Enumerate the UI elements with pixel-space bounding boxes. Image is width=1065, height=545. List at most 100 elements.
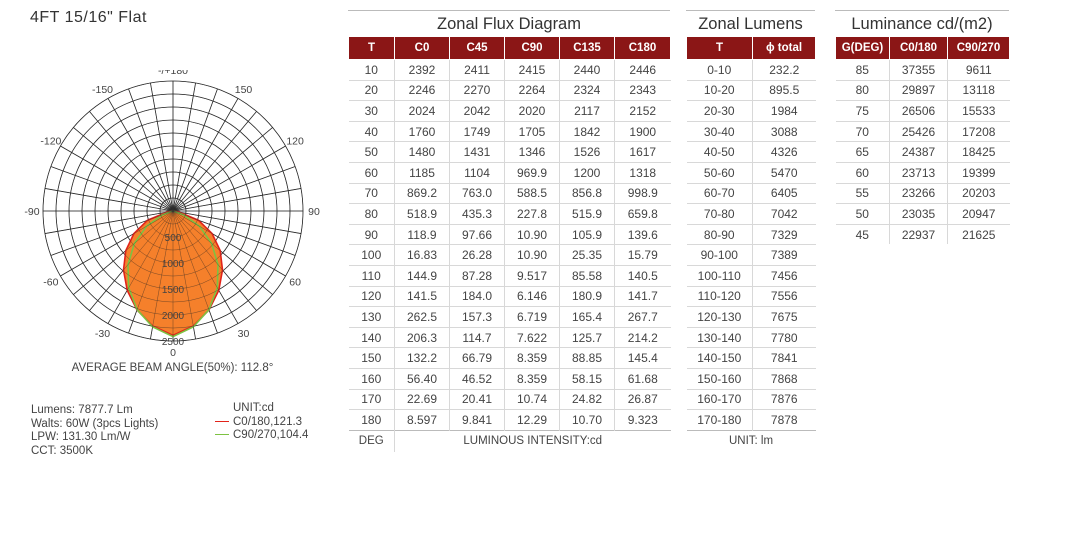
flux-row: 70 869.2 763.0 588.5 856.8 998.9 bbox=[348, 183, 671, 205]
lumens-cell: 90-100 bbox=[686, 244, 753, 266]
flux-cell: 25.35 bbox=[559, 244, 615, 266]
lumens-cell: 6405 bbox=[752, 183, 816, 205]
flux-cell: 15.79 bbox=[614, 244, 671, 266]
lumens-row: 160-170 7876 bbox=[686, 389, 816, 411]
lumens-row: 20-30 1984 bbox=[686, 100, 816, 122]
flux-row: 160 56.40 46.52 8.359 58.15 61.68 bbox=[348, 368, 671, 390]
polar-grid-overlay bbox=[172, 210, 296, 256]
flux-cell: 214.2 bbox=[614, 327, 671, 349]
radial-tick-label: 2500 bbox=[162, 337, 185, 348]
lumens-cell: 60-70 bbox=[686, 183, 753, 205]
polar-grid-overlay bbox=[107, 210, 174, 324]
flux-cell: 10 bbox=[348, 59, 395, 81]
luminance-cell: 70 bbox=[835, 121, 890, 143]
flux-cell: 70 bbox=[348, 183, 395, 205]
lumens-row: 70-80 7042 bbox=[686, 203, 816, 225]
lumens-cell: 50-60 bbox=[686, 162, 753, 184]
flux-cell: 1104 bbox=[449, 162, 505, 184]
polar-grid-overlay bbox=[73, 210, 174, 295]
lumens-row: 0-10 232.2 bbox=[686, 59, 816, 81]
luminance-section: Luminance cd/(m2) G(DEG) C0/180 C90/270 85… bbox=[835, 10, 1010, 245]
flux-cell: 30 bbox=[348, 100, 395, 122]
flux-cell: 2324 bbox=[559, 80, 615, 102]
flux-cell: 8.359 bbox=[504, 347, 560, 369]
luminance-row: 65 24387 18425 bbox=[835, 141, 1010, 163]
flux-cell: 2152 bbox=[614, 100, 671, 122]
angle-tick-label: -120 bbox=[40, 136, 61, 148]
lumens-cell: 1984 bbox=[752, 100, 816, 122]
flux-cell: 105.9 bbox=[559, 224, 615, 246]
polar-grid-overlay bbox=[60, 145, 174, 212]
flux-cell: 1617 bbox=[614, 141, 671, 163]
angle-tick-label: -/+180 bbox=[158, 70, 188, 77]
polar-grid-overlay bbox=[50, 210, 174, 256]
luminance-header-1: C0/180 bbox=[889, 36, 948, 60]
luminance-table: G(DEG) C0/180 C90/270 85 37355 9611 80 29897 13… bbox=[835, 36, 1010, 245]
flux-cell: 40 bbox=[348, 121, 395, 143]
luminance-cell: 65 bbox=[835, 141, 890, 163]
flux-cell: 87.28 bbox=[449, 265, 505, 287]
c90-series-line bbox=[127, 210, 219, 338]
flux-cell: 20.41 bbox=[449, 389, 505, 411]
flux-cell: 1526 bbox=[559, 141, 615, 163]
flux-cell: 7.622 bbox=[504, 327, 560, 349]
lumens-cell: 7868 bbox=[752, 368, 816, 390]
flux-row: 170 22.69 20.41 10.74 24.82 26.87 bbox=[348, 389, 671, 411]
polar-grid-overlay bbox=[89, 210, 174, 311]
flux-cell: 2440 bbox=[559, 59, 615, 81]
luminance-cell: 26506 bbox=[889, 100, 948, 122]
lumens-header-1: ϕ total bbox=[752, 36, 816, 60]
lumens-cell: 100-110 bbox=[686, 265, 753, 287]
lumens-cell: 7780 bbox=[752, 327, 816, 349]
flux-cell: 157.3 bbox=[449, 306, 505, 328]
flux-cell: 97.66 bbox=[449, 224, 505, 246]
polar-grid-overlay bbox=[172, 88, 218, 212]
flux-row: 10 2392 2411 2415 2440 2446 bbox=[348, 59, 671, 81]
flux-row: 180 8.597 9.841 12.29 10.70 9.323 bbox=[349, 409, 671, 431]
lumens-footer-unit: UNIT: lm bbox=[686, 429, 816, 452]
polar-grid-overlay bbox=[150, 82, 174, 212]
flux-cell: 2264 bbox=[504, 80, 560, 102]
flux-cell: 1749 bbox=[449, 121, 505, 143]
lumens-row: 170-180 7878 bbox=[687, 409, 816, 431]
luminance-cell: 45 bbox=[855, 227, 869, 242]
flux-cell: 206.3 bbox=[394, 327, 450, 349]
flux-row: 50 1480 1431 1346 1526 1617 bbox=[348, 141, 671, 163]
flux-cell: 120 bbox=[348, 286, 395, 308]
flux-header-2: C45 bbox=[449, 36, 505, 60]
luminance-cell: 85 bbox=[835, 59, 890, 81]
angle-tick-label: 150 bbox=[235, 84, 253, 96]
flux-cell: 2446 bbox=[614, 59, 671, 81]
angle-tick-label: 30 bbox=[238, 328, 250, 340]
lumens-cell: 140-150 bbox=[686, 347, 753, 369]
flux-cell: 1346 bbox=[504, 141, 560, 163]
polar-grid-overlay bbox=[128, 210, 174, 334]
luminance-cell: 21625 bbox=[947, 224, 1010, 245]
flux-cell: 2392 bbox=[394, 59, 450, 81]
flux-cell: 1480 bbox=[394, 141, 450, 163]
lumens-cell: 110-120 bbox=[686, 286, 753, 308]
angle-tick-label: 60 bbox=[289, 277, 301, 289]
luminance-cell: 75 bbox=[835, 100, 890, 122]
luminance-row: 50 23035 20947 bbox=[835, 203, 1010, 225]
lumens-row: 100-110 7456 bbox=[686, 265, 816, 287]
luminance-cell: 25426 bbox=[889, 121, 948, 143]
flux-cell: 100 bbox=[348, 244, 395, 266]
flux-cell: 1900 bbox=[614, 121, 671, 143]
polar-grid-overlay bbox=[172, 210, 257, 311]
flux-cell: 125.7 bbox=[559, 327, 615, 349]
luminance-cell: 60 bbox=[835, 162, 890, 184]
flux-cell: 869.2 bbox=[394, 183, 450, 205]
flux-cell: 227.8 bbox=[504, 203, 560, 225]
lumens-row: 50-60 5470 bbox=[686, 162, 816, 184]
lumens-row: 110-120 7556 bbox=[686, 286, 816, 308]
flux-cell: 8.597 bbox=[394, 409, 450, 431]
radial-tick-label: 1000 bbox=[162, 259, 185, 270]
lumens-cell: 80-90 bbox=[686, 224, 753, 246]
radial-tick-label: 500 bbox=[165, 233, 182, 244]
flux-cell: 969.9 bbox=[504, 162, 560, 184]
polar-grid-overlay bbox=[172, 82, 196, 212]
lumens-row: 40-50 4326 bbox=[686, 141, 816, 163]
polar-grid-overlay bbox=[44, 210, 174, 234]
polar-grid-overlay bbox=[172, 145, 286, 212]
